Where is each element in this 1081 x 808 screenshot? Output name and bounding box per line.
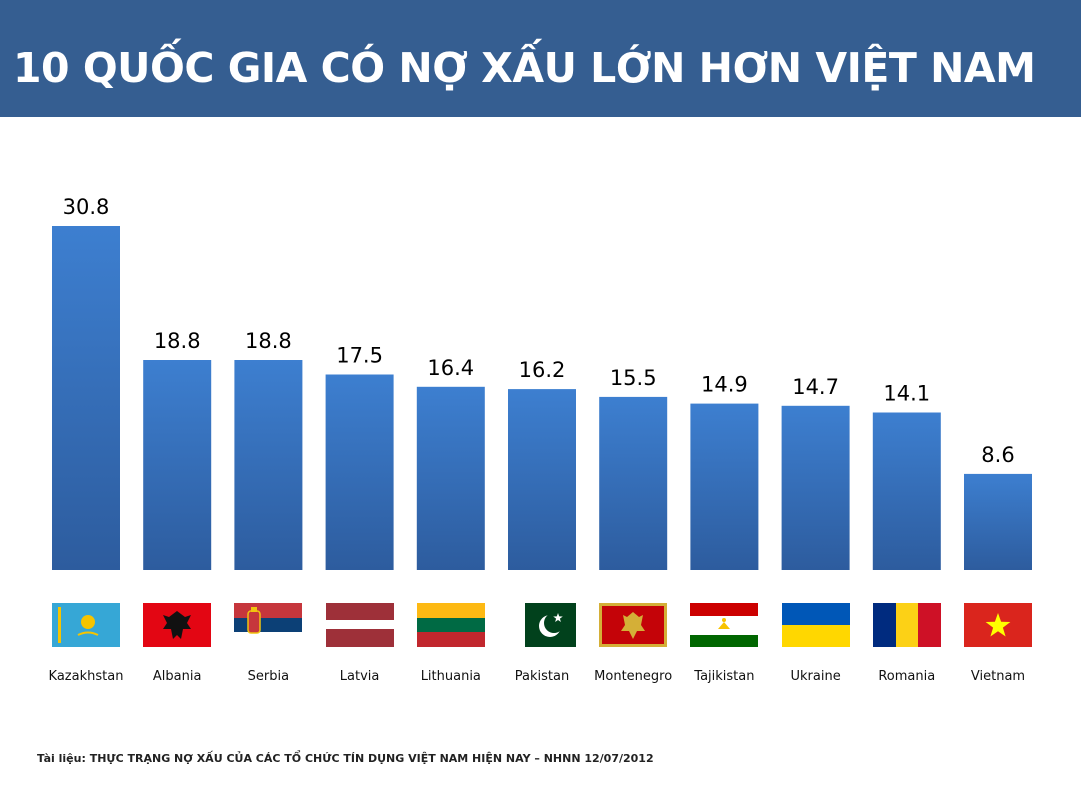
- bar-kazakhstan: [52, 226, 120, 570]
- bar-pakistan: [508, 389, 576, 570]
- title-banner: 10 QUỐC GIA CÓ NỢ XẤU LỚN HƠN VIỆT NAM: [0, 0, 1081, 117]
- romania-flag-icon: [872, 603, 941, 647]
- bar-value-label: 14.7: [792, 375, 839, 399]
- bar-value-label: 14.9: [701, 373, 748, 397]
- category-label: Tajikistan: [694, 669, 755, 684]
- latvia-flag-icon: [325, 603, 394, 647]
- page-title: 10 QUỐC GIA CÓ NỢ XẤU LỚN HƠN VIỆT NAM: [13, 44, 1036, 92]
- bar-vietnam: [964, 473, 1032, 570]
- bar-serbia: [234, 360, 303, 570]
- bar-ukraine: [781, 405, 850, 570]
- bar-value-label: 16.2: [519, 358, 566, 382]
- category-label: Latvia: [339, 669, 380, 684]
- category-label: Romania: [878, 669, 936, 684]
- bar-albania: [143, 360, 212, 570]
- lithuania-flag-icon: [416, 603, 485, 647]
- albania-flag-icon: [143, 603, 212, 647]
- bar-latvia: [325, 374, 394, 570]
- bar-value-label: 18.8: [154, 329, 201, 353]
- bar-value-label: 8.6: [981, 443, 1014, 467]
- kazakhstan-flag-icon: [52, 603, 120, 647]
- bar-lithuania: [416, 386, 485, 570]
- pakistan-flag-icon: [508, 603, 576, 647]
- category-label: Serbia: [247, 669, 290, 684]
- category-label: Albania: [152, 669, 202, 684]
- bar-value-label: 30.8: [63, 195, 110, 219]
- bar-value-label: 14.1: [883, 382, 930, 406]
- montenegro-flag-icon: [599, 603, 668, 647]
- category-label: Ukraine: [790, 669, 841, 684]
- category-label: Pakistan: [514, 669, 570, 684]
- bar-romania: [872, 412, 941, 570]
- bar-value-label: 15.5: [610, 366, 657, 390]
- bar-value-label: 17.5: [336, 344, 383, 368]
- bar-value-label: 18.8: [245, 329, 292, 353]
- bar-montenegro: [599, 396, 668, 570]
- ukraine-flag-icon: [781, 603, 850, 647]
- serbia-flag-icon: [234, 603, 303, 647]
- bar-tajikistan: [690, 403, 759, 570]
- tajikistan-flag-icon: [690, 603, 759, 647]
- source-note: Tài liệu: THỰC TRẠNG NỢ XẤU CỦA CÁC TỔ C…: [37, 752, 654, 765]
- vietnam-flag-icon: [964, 603, 1032, 647]
- category-label: Kazakhstan: [48, 669, 124, 684]
- bar-chart: 30.8 18.8 18.8 17.5 16.4 16.2 15.5 14.9 14.7 14.1…: [52, 195, 1032, 570]
- category-label: Lithuania: [420, 669, 481, 684]
- category-label: Vietnam: [970, 669, 1026, 684]
- bar-value-label: 16.4: [427, 356, 474, 380]
- category-label: Montenegro: [594, 669, 673, 684]
